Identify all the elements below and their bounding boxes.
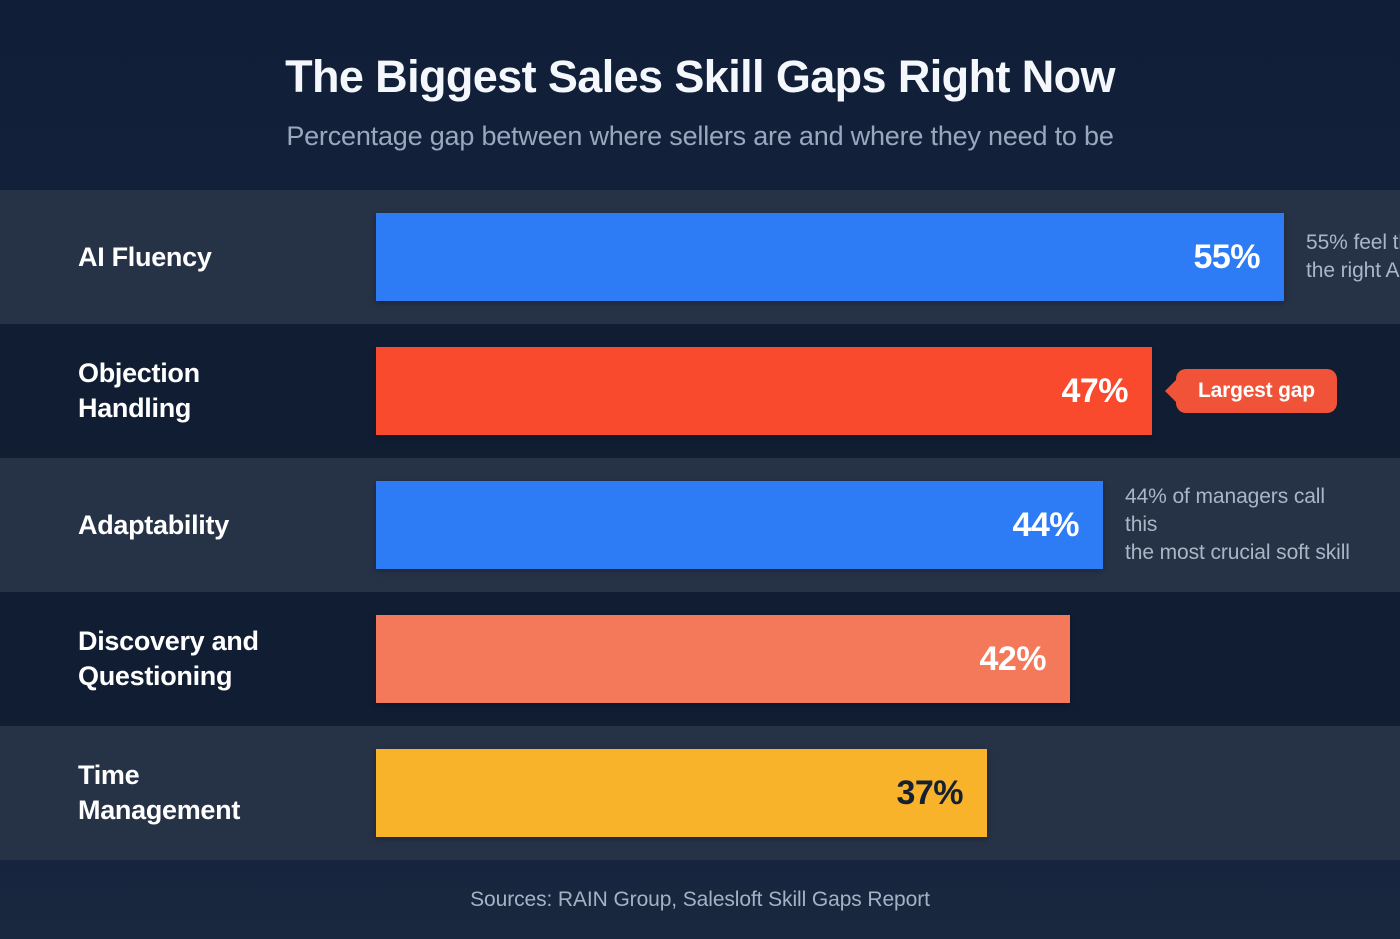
label-line: Management [78, 795, 241, 825]
bar-category-label: Objection Handling [0, 356, 376, 425]
bar[interactable]: 55% [376, 213, 1284, 301]
chart-row: AI Fluency 55% 55% feel they lack the right… [0, 190, 1400, 324]
bar-plot-area: 44% 44% of managers call this the most cru… [376, 458, 1400, 592]
bar-annotation: 44% of managers call this the most crucia… [1125, 483, 1355, 567]
bar-plot-area: 37% [376, 726, 1400, 860]
chart-row: Adaptability 44% 44% of managers call this… [0, 458, 1400, 592]
annotation-line: 55% feel they lack [1306, 231, 1400, 255]
label-line: Handling [78, 393, 192, 423]
bar-category-label: Discovery and Questioning [0, 624, 376, 693]
largest-gap-callout[interactable]: Largest gap [1165, 369, 1337, 413]
label-line: Objection [78, 358, 200, 389]
label-line: Questioning [78, 661, 233, 691]
bar-value-label: 37% [896, 773, 963, 812]
bar[interactable]: 37% [376, 749, 987, 837]
annotation-line: the right AI tools [1306, 259, 1400, 282]
label-line: Discovery and [78, 626, 259, 657]
chart-footer: Sources: RAIN Group, Salesloft Skill Gap… [0, 860, 1400, 939]
bar-value-label: 42% [979, 639, 1046, 678]
source-note: Sources: RAIN Group, Salesloft Skill Gap… [470, 887, 930, 911]
bar-plot-area: 55% 55% feel they lack the right AI tools [376, 190, 1400, 324]
annotation-line: the most crucial soft skill [1125, 540, 1350, 564]
label-line: Adaptability [78, 509, 229, 540]
bar-chart-rows: AI Fluency 55% 55% feel they lack the right… [0, 190, 1400, 860]
callout-label: Largest gap [1198, 379, 1315, 402]
chart-header: The Biggest Sales Skill Gaps Right Now P… [0, 0, 1400, 190]
bar[interactable]: 47% [376, 347, 1152, 435]
annotation-line: 44% of managers call this [1125, 485, 1325, 537]
label-line: Time [78, 760, 140, 791]
bar-value-label: 55% [1193, 237, 1260, 276]
bar-plot-area: 47% Largest gap [376, 324, 1400, 458]
label-line: AI Fluency [78, 241, 212, 272]
bar[interactable]: 44% [376, 481, 1103, 569]
chart-row: Discovery and Questioning 42% [0, 592, 1400, 726]
bar-annotation: 55% feel they lack the right AI tools [1306, 229, 1400, 285]
chart-row: Time Management 37% [0, 726, 1400, 860]
page-title: The Biggest Sales Skill Gaps Right Now [285, 50, 1115, 102]
bar-category-label: Adaptability [0, 508, 376, 543]
bar-value-label: 44% [1012, 505, 1079, 544]
page-subtitle: Percentage gap between where sellers are… [286, 121, 1114, 152]
callout-arrow-icon [1165, 380, 1176, 402]
bar-value-label: 47% [1061, 371, 1128, 410]
bar[interactable]: 42% [376, 615, 1070, 703]
bar-category-label: AI Fluency [0, 240, 376, 275]
bar-category-label: Time Management [0, 758, 376, 827]
chart-row: Objection Handling 47% Largest gap [0, 324, 1400, 458]
bar-plot-area: 42% [376, 592, 1400, 726]
